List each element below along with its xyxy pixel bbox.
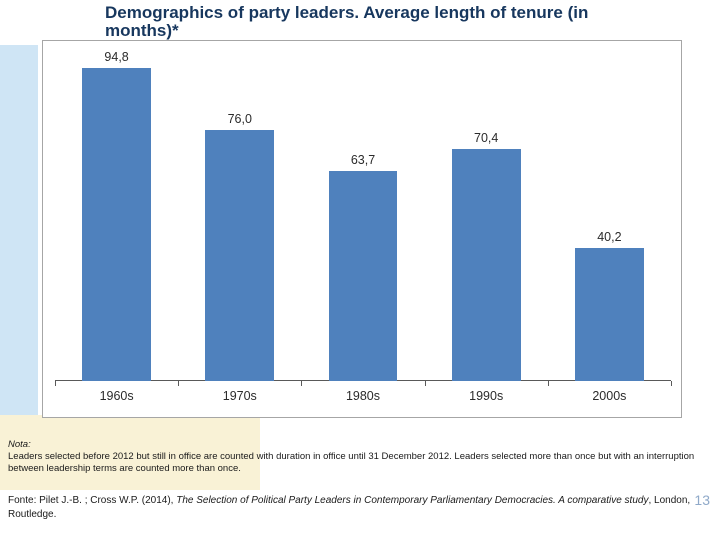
x-tick [301, 381, 302, 386]
x-category-label: 2000s [548, 389, 671, 403]
bar-value-label: 94,8 [55, 50, 178, 64]
x-category-label: 1960s [55, 389, 178, 403]
bar-value-label: 63,7 [301, 153, 424, 167]
nota-text: Leaders selected before 2012 but still i… [8, 451, 694, 474]
x-categories: 1960s1970s1980s1990s2000s [55, 389, 671, 409]
bar-value-label: 70,4 [425, 131, 548, 145]
x-category-label: 1990s [425, 389, 548, 403]
bar [205, 130, 274, 381]
bar [82, 68, 151, 381]
bar [575, 248, 644, 381]
source-prefix: Fonte: Pilet J.-B. ; Cross W.P. (2014), [8, 495, 176, 506]
slide: Demographics of party leaders. Average l… [0, 0, 720, 540]
source: Fonte: Pilet J.-B. ; Cross W.P. (2014), … [8, 494, 712, 521]
bar [452, 149, 521, 381]
x-tick [425, 381, 426, 386]
slide-title: Demographics of party leaders. Average l… [105, 4, 665, 40]
bar-value-label: 76,0 [178, 112, 301, 126]
nota-label: Nota: [8, 439, 31, 450]
decor-left-band [0, 45, 38, 415]
source-italic: The Selection of Political Party Leaders… [176, 495, 648, 506]
bar-value-label: 40,2 [548, 230, 671, 244]
chart-plot: 94,8 76,0 63,770,4 40,2 [55, 51, 671, 381]
bar [329, 171, 398, 381]
x-tick [178, 381, 179, 386]
x-tick [548, 381, 549, 386]
chart-frame: 94,8 76,0 63,770,4 40,2 1960s1970s1980s1990… [42, 40, 682, 418]
footnote: Nota: Leaders selected before 2012 but s… [8, 439, 712, 475]
x-tick [55, 381, 56, 386]
x-category-label: 1980s [301, 389, 424, 403]
x-category-label: 1970s [178, 389, 301, 403]
x-tick [671, 381, 672, 386]
